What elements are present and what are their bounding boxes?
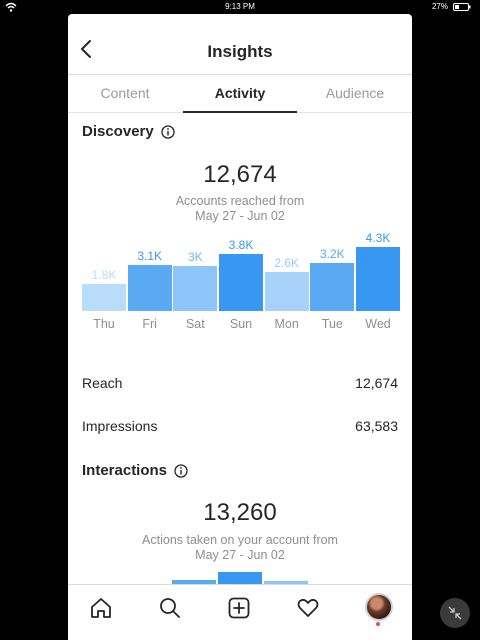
collapse-arrows-icon	[448, 606, 462, 620]
home-icon[interactable]	[88, 595, 114, 621]
battery-icon	[453, 3, 471, 11]
chart-day-label: Mon	[274, 317, 299, 331]
chart-bar-value: 2.6K	[274, 256, 300, 271]
discovery-bar-chart: 1.8K Thu 3.1K Fri 3K Sat 3.8K Sun 2.6K Mon 3.2K Tue…	[68, 113, 412, 584]
back-chevron-icon[interactable]	[78, 38, 96, 60]
battery-percentage: 27%	[431, 2, 448, 11]
chart-bar-value: 4.3K	[365, 231, 391, 245]
chart-bar-value: 3.8K	[228, 238, 254, 253]
add-post-icon[interactable]	[226, 595, 252, 621]
interactions-bar-partial	[264, 581, 308, 584]
accounts-reached-value: 12,674	[203, 161, 277, 188]
interactions-date-range: May 27 - Jun 02	[195, 548, 285, 562]
activity-content[interactable]: Discovery 12,674 Accounts reached from M…	[68, 113, 412, 584]
wifi-icon	[5, 2, 17, 12]
chart-day-label: Tue	[321, 317, 343, 331]
profile-avatar[interactable]	[365, 593, 393, 621]
actions-taken-value: 13,260	[203, 499, 277, 526]
chart-day-label: Thu	[93, 317, 115, 331]
header: Insights	[68, 14, 412, 75]
impressions-value: 63,583	[355, 418, 398, 434]
info-icon[interactable]	[161, 125, 175, 139]
accounts-reached-label: Accounts reached from	[175, 194, 305, 208]
bottom-nav	[68, 584, 412, 640]
chart-bar-thu	[82, 284, 126, 311]
discovery-title: Discovery	[82, 123, 154, 140]
chart-bar-wed	[356, 247, 401, 311]
actions-taken-label: Actions taken on your account from	[142, 533, 338, 547]
page-title: Insights	[207, 42, 273, 61]
interactions-title: Interactions	[82, 462, 168, 479]
status-time: 9:13 PM	[225, 2, 255, 11]
collapse-button[interactable]	[440, 598, 470, 628]
chart-day-label: Sun	[229, 317, 253, 331]
search-icon[interactable]	[157, 595, 183, 621]
chart-day-label: Sat	[185, 317, 205, 331]
status-bar: 9:13 PM 27%	[0, 0, 480, 14]
tab-activity[interactable]: Activity	[214, 85, 266, 101]
chart-bar-value: 3.2K	[320, 247, 345, 262]
reach-label: Reach	[82, 375, 123, 391]
impressions-label: Impressions	[82, 418, 158, 434]
chart-bar-value: 3K	[187, 250, 203, 265]
chart-day-label: Wed	[365, 317, 391, 331]
chart-bar-value: 3.1K	[137, 248, 162, 263]
chart-bar-mon	[264, 272, 309, 311]
notification-dot	[376, 622, 380, 626]
tab-content[interactable]: Content	[100, 85, 150, 101]
chart-bar-value: 1.8K	[91, 268, 117, 283]
chart-bar-tue	[310, 263, 355, 311]
reach-value: 12,674	[355, 375, 398, 391]
interactions-bar-partial	[218, 572, 262, 584]
interactions-bar-partial	[172, 580, 216, 584]
chart-bar-sat	[173, 266, 218, 311]
chart-day-label: Fri	[142, 317, 157, 331]
tab-bar: Content Activity Audience	[68, 74, 412, 113]
chart-bar-fri	[127, 264, 172, 311]
discovery-date-range: May 27 - Jun 02	[195, 209, 285, 223]
insights-screen: Insights Content Activity Audience Disco…	[68, 14, 412, 640]
active-tab-indicator	[183, 111, 297, 113]
heart-icon[interactable]	[295, 595, 321, 621]
info-icon[interactable]	[174, 464, 188, 478]
tab-audience[interactable]: Audience	[325, 85, 385, 101]
chart-bar-sun	[219, 254, 263, 311]
